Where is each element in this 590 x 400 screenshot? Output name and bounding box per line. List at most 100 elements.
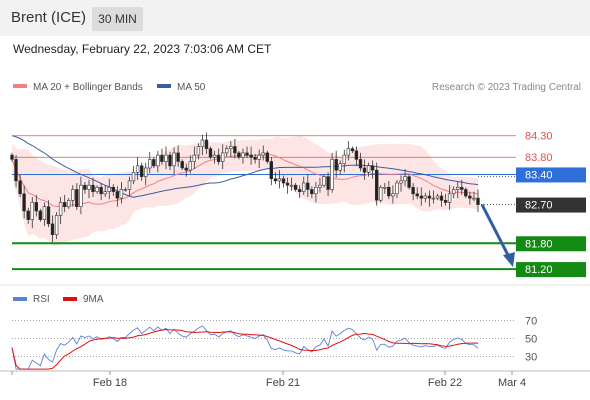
candle-110 [455,187,460,190]
candle-82 [342,154,346,165]
projection-arrow-shaft [480,203,511,258]
candle-35 [152,159,156,167]
header-bar: Brent (ICE) 30 MIN [0,0,590,36]
candle-112 [464,189,468,197]
resistance-label-0: 84.30 [525,131,553,143]
candle-62 [261,152,265,156]
candle-12 [58,202,63,216]
candle-61 [257,154,261,160]
candle-40 [172,152,176,167]
candle-53 [225,148,229,154]
candle-48 [204,139,209,149]
rsi-tick-1: 50 [525,334,537,346]
candle-115 [476,197,480,205]
candle-79 [330,159,334,190]
candle-49 [208,148,213,158]
candle-41 [176,152,180,162]
candle-15 [71,189,75,201]
candle-44 [188,161,192,171]
chart-credit: Research © 2023 Trading Central [432,82,581,93]
candle-43 [184,167,188,171]
candle-7 [38,210,43,220]
rsi-ma-line [11,328,479,370]
candle-8 [42,206,47,220]
x-tick-label-1: Feb 21 [266,377,300,389]
candle-20 [91,184,95,192]
candle-10 [50,223,55,235]
candle-50 [212,154,217,158]
rsi-tick-0: 70 [525,316,537,328]
candle-46 [196,146,201,156]
candle-102 [423,195,427,199]
candle-94 [391,193,395,197]
candle-27 [119,189,124,199]
candle-81 [338,163,342,171]
candle-45 [192,154,196,162]
candle-37 [160,154,164,162]
candle-108 [447,193,452,203]
candle-73 [306,182,310,190]
candle-23 [103,191,107,195]
candle-98 [407,176,411,188]
candle-34 [148,159,152,169]
candle-58 [245,152,249,156]
rsi-legend-label-1: 9MA [83,294,104,305]
candle-56 [237,152,241,158]
legend-swatch-1 [157,84,171,88]
candle-51 [216,154,221,162]
candle-97 [403,176,407,182]
candle-36 [156,154,160,167]
candle-84 [350,148,355,152]
candle-105 [435,195,440,199]
candle-68 [285,182,290,186]
legend-label-0: MA 20 + Bollinger Bands [33,82,143,93]
candle-90 [374,169,379,201]
candle-85 [354,150,359,160]
candle-86 [358,159,363,169]
rsi-tick-2: 30 [525,352,537,364]
resistance-label-1: 83.80 [525,152,553,164]
candle-80 [334,159,338,171]
ma50-line [11,135,479,198]
candle-100 [415,193,419,197]
candle-74 [310,189,314,195]
candle-29 [127,180,132,190]
candle-1 [14,159,18,182]
candle-18 [83,184,87,190]
candle-93 [387,187,391,197]
candle-103 [427,195,432,199]
candle-38 [164,154,168,162]
date-subtitle: Wednesday, February 22, 2023 7:03:06 AM … [13,42,272,56]
candle-57 [241,152,245,158]
timeframe-button[interactable]: 30 MIN [92,7,143,31]
candle-71 [297,189,302,193]
legend-swatch-0 [13,84,27,88]
pivot-badge [516,167,586,183]
candle-75 [314,187,318,195]
candle-0 [10,154,14,160]
candle-67 [281,178,286,184]
candle-69 [289,184,294,187]
rsi-legend-swatch-1 [63,297,77,301]
candle-42 [180,161,184,169]
candle-14 [67,200,71,208]
candle-25 [111,187,116,192]
candle-113 [468,195,472,199]
candle-24 [107,187,111,192]
candle-78 [326,176,330,190]
candle-109 [451,189,456,195]
candle-72 [301,182,306,192]
candle-13 [62,202,67,207]
candle-76 [318,184,322,188]
candle-64 [269,161,273,180]
candle-55 [233,146,237,154]
candle-99 [411,187,415,195]
candle-32 [140,165,144,177]
candle-96 [399,180,403,184]
candle-31 [135,165,140,173]
candle-26 [115,191,120,199]
candle-2 [18,180,22,195]
support-badge-5 [516,262,586,278]
candle-104 [431,197,436,200]
